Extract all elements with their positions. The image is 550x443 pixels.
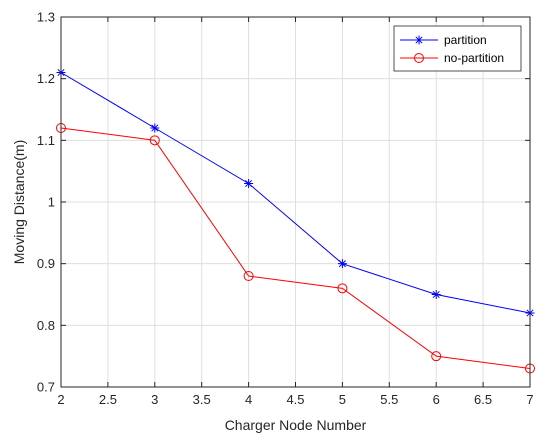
- data-point-partition: [150, 123, 160, 133]
- y-tick-label: 1: [48, 195, 55, 210]
- x-tick-label: 6.5: [474, 392, 492, 407]
- legend-box: [393, 25, 522, 72]
- data-point-no-partition: [431, 351, 442, 362]
- data-point-partition: [337, 259, 347, 269]
- x-tick-labels: 2 2.5 3 3.5 4 4.5 5 5.5 6 6.5 7: [57, 392, 533, 407]
- y-tick-label: 1.2: [37, 71, 55, 86]
- x-axis-label: Charger Node Number: [225, 417, 367, 433]
- tick-marks: [60, 16, 531, 388]
- series-line-partition: [60, 72, 531, 314]
- data-point-partition: [244, 179, 254, 188]
- data-point-no-partition: [337, 283, 348, 294]
- data-point-partition: [431, 290, 441, 299]
- legend-marker-partition: [414, 35, 424, 45]
- x-tick-label: 2: [57, 392, 64, 407]
- series-line-no-partition: [60, 127, 531, 369]
- x-tick-label: 4.5: [286, 392, 304, 407]
- legend-label-partition: partition: [444, 33, 487, 47]
- y-tick-label: 1.3: [37, 10, 55, 25]
- y-tick-label: 0.7: [37, 380, 55, 395]
- legend-entry-partition: partition: [400, 33, 487, 47]
- x-tick-label: 3: [151, 392, 158, 407]
- legend-label-no-partition: no-partition: [444, 51, 504, 65]
- y-tick-labels: 0.7 0.8 0.9 1 1.1 1.2 1.3: [37, 10, 55, 395]
- y-tick-label: 1.1: [37, 133, 55, 148]
- legend-marker-no-partition: [414, 53, 424, 63]
- x-tick-label: 3.5: [193, 392, 211, 407]
- x-tick-label: 6: [433, 392, 440, 407]
- legend: partition no-partition: [393, 25, 522, 72]
- x-tick-label: 2.5: [99, 392, 117, 407]
- series-layer: [56, 68, 535, 374]
- data-point-no-partition: [243, 271, 254, 281]
- y-tick-label: 0.9: [37, 256, 55, 271]
- y-axis-label: Moving Distance(m): [11, 140, 27, 264]
- x-tick-label: 5.5: [380, 392, 398, 407]
- x-tick-label: 5: [339, 392, 346, 407]
- legend-entry-no-partition: no-partition: [400, 51, 504, 65]
- x-tick-label: 7: [526, 392, 533, 407]
- x-tick-label: 4: [245, 392, 252, 407]
- data-point-no-partition: [149, 135, 160, 146]
- y-tick-label: 0.8: [37, 318, 55, 333]
- series-no-partition: [56, 123, 535, 374]
